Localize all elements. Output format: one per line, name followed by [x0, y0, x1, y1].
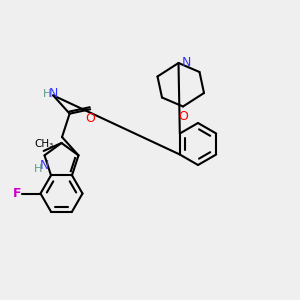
- Text: F: F: [13, 187, 21, 200]
- Text: H: H: [33, 164, 42, 174]
- Text: O: O: [178, 110, 188, 123]
- Text: O: O: [85, 112, 95, 125]
- Text: N: N: [182, 56, 191, 70]
- Text: CH₃: CH₃: [34, 139, 53, 148]
- Text: N: N: [40, 159, 49, 172]
- Text: H: H: [42, 89, 51, 99]
- Text: N: N: [49, 87, 58, 101]
